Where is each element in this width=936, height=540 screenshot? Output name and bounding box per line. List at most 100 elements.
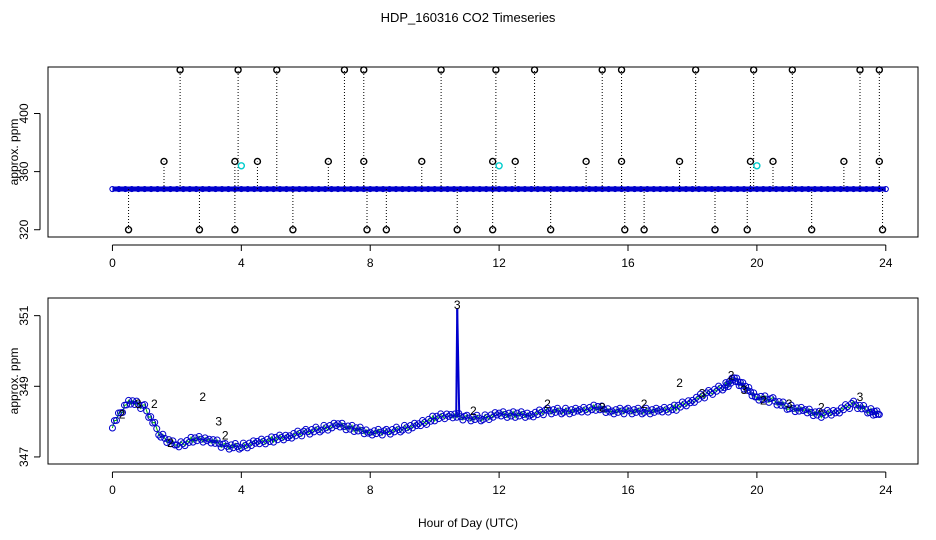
series-point — [489, 413, 497, 421]
x-tick-label: 4 — [238, 483, 245, 497]
series-point — [813, 411, 821, 419]
series-point — [769, 394, 777, 402]
series-point — [350, 428, 358, 436]
baseline-point — [193, 185, 200, 193]
series-point — [628, 410, 636, 418]
series-point — [521, 413, 529, 421]
top-data-layer — [109, 66, 889, 234]
baseline-point — [225, 185, 232, 193]
baseline-point — [618, 185, 625, 193]
baseline-point — [502, 185, 509, 193]
baseline-point — [122, 185, 129, 193]
outlier-point — [231, 157, 239, 166]
baseline-point — [418, 185, 425, 193]
series-point — [348, 421, 356, 429]
series-point — [852, 401, 860, 409]
series-point — [449, 414, 457, 422]
baseline-point — [554, 185, 561, 193]
x-tick-label: 0 — [109, 483, 116, 497]
point-label: 2 — [167, 436, 174, 450]
series-point — [511, 413, 519, 421]
top-x-axis: 0 4 8 12 16 20 24 — [109, 244, 893, 270]
series-point — [298, 432, 306, 440]
series-point — [732, 378, 740, 386]
outlier-point — [746, 157, 755, 166]
series-point — [324, 426, 332, 434]
baseline-point — [328, 185, 335, 193]
outlier-point — [711, 226, 719, 234]
series-point — [638, 410, 646, 418]
series-point — [332, 422, 340, 430]
series-point — [860, 402, 868, 410]
baseline-point — [463, 185, 470, 193]
series-point — [791, 408, 799, 416]
series-point — [159, 430, 167, 438]
baseline-point — [631, 185, 638, 193]
series-point — [386, 430, 394, 438]
baseline-point — [128, 185, 135, 193]
baseline-point — [811, 185, 818, 193]
baseline-point — [760, 185, 767, 193]
x-tick-label: 16 — [621, 256, 635, 270]
outlier-point — [598, 66, 606, 74]
baseline-point — [586, 185, 593, 193]
baseline-point — [231, 185, 238, 193]
baseline-point — [302, 185, 309, 193]
baseline-point — [160, 185, 168, 193]
y-tick-label: 400 — [17, 103, 31, 123]
series-point — [243, 444, 251, 452]
baseline-point — [579, 185, 586, 193]
series-point — [133, 397, 141, 405]
outlier-point — [582, 157, 590, 166]
outlier-point — [840, 157, 848, 166]
top-y-axis-label: approx. ppm — [7, 119, 21, 186]
baseline-point — [876, 185, 883, 193]
y-tick-label: 349 — [17, 376, 31, 396]
baseline-point — [650, 185, 657, 193]
series-point — [620, 410, 628, 418]
spike-line — [456, 308, 461, 415]
baseline-point — [238, 185, 245, 193]
series-point — [151, 418, 159, 426]
baseline-point — [805, 185, 812, 193]
outlier-point — [875, 157, 884, 166]
series-point — [153, 425, 161, 433]
baseline-point — [508, 185, 516, 193]
x-tick-label: 4 — [238, 256, 245, 270]
baseline-point — [682, 185, 690, 193]
series-point — [742, 382, 750, 390]
point-label: 2 — [760, 393, 767, 407]
baseline-point — [560, 185, 567, 193]
baseline-point — [373, 185, 380, 193]
outlier-point — [621, 226, 629, 234]
outlier-point — [546, 226, 555, 234]
series-point — [686, 399, 694, 407]
x-tick-label: 12 — [492, 483, 506, 497]
series-point — [733, 374, 741, 382]
series-point — [300, 427, 308, 435]
point-label: 2 — [641, 397, 648, 411]
series-point — [734, 378, 742, 386]
series-point — [717, 384, 725, 392]
series-point — [129, 397, 137, 405]
series-point — [507, 412, 515, 420]
series-point — [529, 413, 537, 421]
series-point — [541, 406, 549, 414]
x-tick-label: 24 — [879, 483, 893, 497]
series-point — [664, 408, 672, 416]
x-tick-label: 20 — [750, 256, 764, 270]
baseline-point — [599, 185, 606, 193]
baseline-point — [798, 185, 806, 193]
outlier-point — [253, 157, 262, 166]
series-point — [745, 383, 753, 391]
baseline-point — [547, 185, 554, 193]
series-point — [108, 424, 116, 432]
x-tick-label: 16 — [621, 483, 635, 497]
series-point — [730, 374, 738, 382]
series-point — [610, 410, 618, 418]
baseline-point — [399, 185, 406, 193]
outlier-point — [360, 66, 368, 74]
series-point — [584, 408, 592, 416]
series-point — [165, 436, 173, 444]
